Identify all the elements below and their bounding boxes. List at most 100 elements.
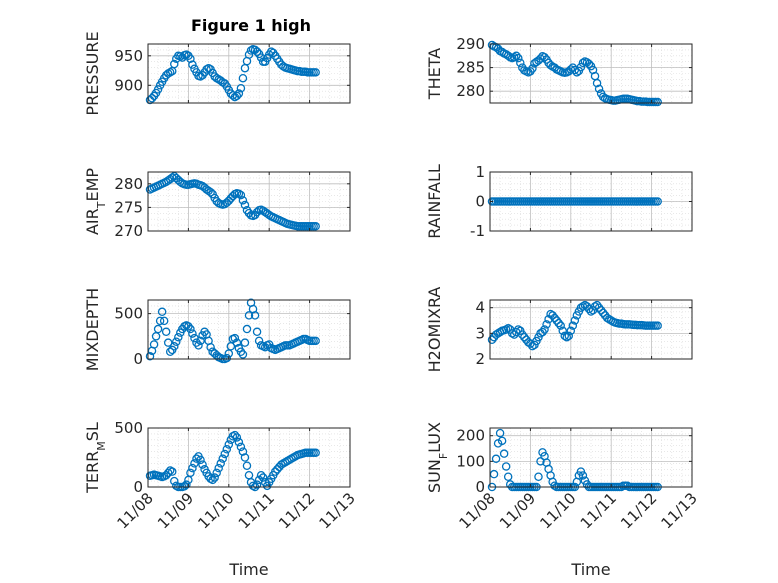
data-point	[163, 468, 173, 478]
data-point	[653, 321, 662, 330]
data-point	[590, 302, 600, 311]
data-point	[186, 54, 195, 64]
data-point	[491, 454, 501, 464]
data-point	[584, 59, 594, 69]
data-point	[311, 448, 320, 458]
data-point	[244, 50, 254, 59]
y-tick-label: 285	[456, 59, 485, 77]
y-tick-label: 0	[475, 478, 485, 496]
data-point	[501, 462, 511, 471]
data-point	[155, 316, 165, 326]
data-point	[172, 337, 181, 347]
y-axis-label: SUNFLUX	[425, 422, 450, 493]
data-point	[487, 335, 497, 345]
data-point	[570, 316, 580, 325]
axes-box	[489, 427, 693, 488]
data-point	[250, 311, 260, 320]
data-point	[558, 326, 567, 336]
y-axis-label: H2OMIXRA	[425, 287, 444, 373]
y-tick-label: 900	[114, 76, 143, 94]
data-point	[592, 300, 602, 310]
data-point	[230, 333, 240, 343]
data-point	[198, 460, 207, 469]
data-point	[564, 331, 574, 341]
y-axis-label: AIRTEMP	[83, 168, 108, 235]
data-point	[167, 467, 177, 476]
subplot-air-temp: 270 275 280 AIRTEMP	[83, 168, 351, 240]
ticks	[147, 300, 351, 360]
data-point	[234, 89, 244, 98]
data-point	[518, 330, 527, 339]
data-point	[232, 433, 242, 442]
ticks	[147, 427, 351, 488]
data-point	[540, 325, 549, 334]
data-point	[238, 196, 248, 205]
major-grid	[187, 428, 311, 487]
data-points	[487, 197, 662, 206]
data-point	[594, 84, 604, 94]
data-point	[188, 329, 197, 338]
data-point	[536, 54, 545, 63]
data-point	[560, 331, 569, 341]
axes-box	[147, 299, 351, 360]
ticks	[147, 44, 351, 103]
data-point	[153, 85, 163, 94]
y-tick-label: 280	[114, 175, 143, 193]
data-point	[507, 329, 517, 338]
data-point	[594, 303, 604, 312]
data-point	[157, 307, 167, 317]
y-axis-label: THETA	[425, 48, 444, 100]
data-point	[509, 52, 519, 62]
data-point	[174, 332, 183, 342]
data-point	[550, 481, 559, 490]
y-tick-label: 1	[475, 163, 485, 181]
data-point	[149, 340, 159, 349]
data-point	[242, 324, 252, 334]
data-point	[218, 454, 227, 463]
data-point	[538, 327, 547, 337]
data-point	[653, 97, 662, 107]
data-point	[188, 60, 197, 69]
data-point	[516, 58, 525, 68]
axes-box	[489, 299, 693, 360]
data-point	[159, 316, 169, 326]
data-point	[514, 53, 523, 63]
y-tick-label: 2	[475, 350, 485, 368]
data-point	[311, 68, 320, 77]
data-point	[214, 463, 223, 473]
x-axis-label: Time	[570, 560, 610, 579]
major-grid	[490, 428, 692, 487]
data-point	[566, 326, 576, 336]
y-tick-label: 500	[114, 419, 143, 437]
axes-box	[147, 427, 351, 488]
data-point	[252, 327, 262, 337]
data-point	[161, 327, 171, 337]
subplot-pressure: 900 950 PRESSURE	[83, 31, 351, 116]
data-point	[228, 91, 238, 100]
data-point	[182, 480, 191, 489]
ticks	[489, 428, 693, 488]
data-point	[232, 91, 242, 101]
data-point	[145, 352, 155, 361]
data-point	[256, 470, 266, 480]
data-point	[206, 188, 215, 197]
y-tick-label: 270	[114, 222, 143, 240]
subplot-rainfall: -1 0 1 RAINFALL	[425, 163, 693, 240]
data-point	[242, 461, 252, 471]
y-axis-label: RAINFALL	[425, 164, 444, 239]
data-point	[528, 64, 537, 73]
axes-box	[147, 171, 351, 232]
axes-box	[147, 43, 351, 104]
data-point	[222, 444, 232, 454]
data-point	[578, 58, 588, 68]
minor-grid	[490, 172, 692, 231]
data-point	[514, 325, 523, 334]
data-points	[145, 430, 320, 492]
data-point	[497, 436, 507, 446]
data-point	[503, 323, 513, 333]
data-point	[170, 476, 179, 486]
ticks	[147, 172, 351, 232]
y-tick-label: 0	[133, 478, 143, 496]
data-point	[240, 338, 250, 347]
